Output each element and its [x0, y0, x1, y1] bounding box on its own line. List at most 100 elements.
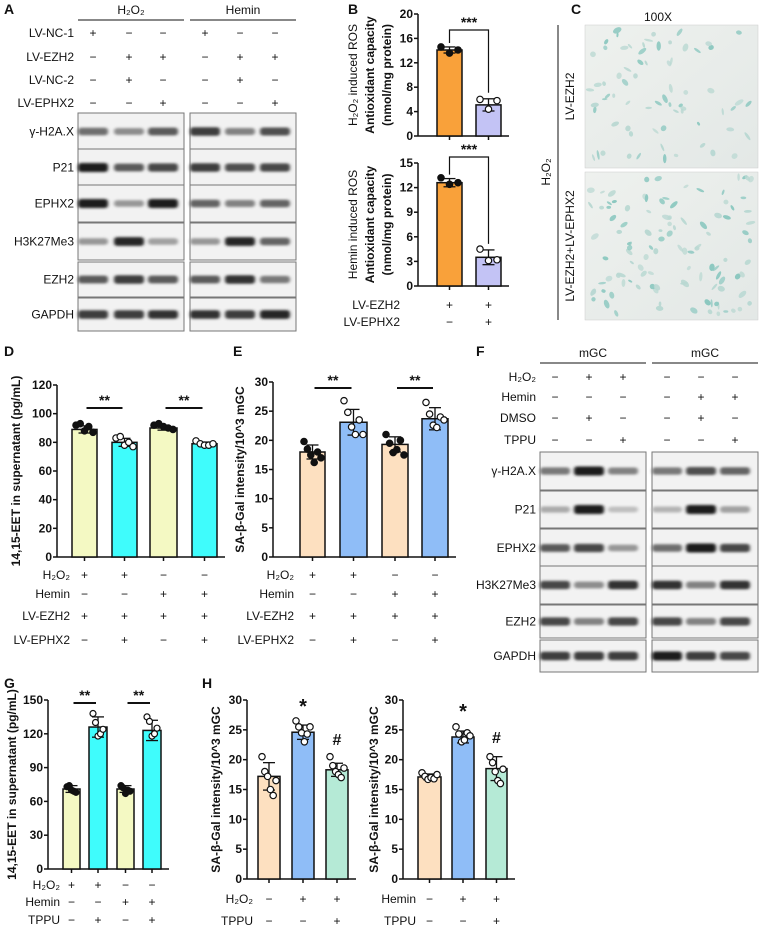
cell — [598, 281, 607, 285]
chart-b1-significance-label: *** — [461, 14, 478, 30]
chart-d-y-tick-label: 0 — [45, 550, 52, 564]
chart-h2-annotation: * — [459, 701, 467, 723]
cell — [734, 273, 741, 280]
cell — [601, 289, 606, 293]
cell — [686, 266, 691, 271]
cell — [645, 106, 652, 110]
chart-h1-bar — [325, 769, 349, 880]
panel-a-blot-label: H3K27Me3 — [14, 235, 74, 249]
cell — [710, 149, 716, 157]
cell — [687, 250, 695, 254]
panel-f-condition-sign: − — [585, 390, 592, 404]
chart-g-y-tick-label: 60 — [30, 794, 44, 808]
cell — [626, 153, 632, 159]
cell — [616, 32, 619, 38]
panel-a-band — [78, 127, 108, 136]
chart-h1-condition-sign: − — [299, 914, 306, 927]
chart-h2-bar — [485, 767, 508, 880]
cell — [668, 102, 672, 107]
chart-d-condition-sign: + — [160, 587, 167, 601]
panel-a-condition-sign: − — [271, 26, 278, 40]
chart-h1-data-point — [292, 717, 300, 725]
panel-label-g: G — [4, 675, 15, 691]
panel-a-blot-label: EPHX2 — [35, 197, 75, 211]
chart-d-condition-sign: + — [121, 568, 128, 582]
chart-b1-y-axis-label: Antioxidant capacity — [363, 16, 377, 134]
panel-f-condition-label: Hemin — [501, 390, 536, 404]
cell — [638, 47, 647, 55]
cell — [708, 45, 714, 50]
cell — [635, 284, 641, 290]
chart-g-bar — [88, 726, 108, 870]
chart-e-y-tick-label: 30 — [255, 375, 269, 389]
chart-h1-condition-sign: + — [333, 914, 340, 927]
cell — [745, 220, 756, 225]
chart-h2-data-point — [491, 767, 500, 776]
cell — [609, 291, 615, 299]
chart-d-y-tick-label: 60 — [39, 464, 53, 478]
panel-f-band — [608, 506, 638, 513]
cell — [721, 108, 724, 116]
panel-f-condition-sign: + — [619, 370, 626, 384]
chart-h1-data-point — [266, 785, 275, 794]
chart-g-data-point — [91, 718, 100, 727]
chart-h2-data-point — [433, 770, 441, 779]
panel-f-group-label: mGC — [579, 346, 607, 360]
cell — [682, 247, 688, 255]
chart-h2-data-point — [488, 758, 497, 767]
chart-h2-bar — [451, 736, 475, 880]
chart-b1-y-tick-label: 4 — [406, 105, 413, 119]
cell — [737, 173, 740, 181]
cell — [602, 98, 608, 101]
panel-a-band — [148, 310, 178, 319]
chart-e-bar — [299, 451, 326, 558]
cell — [696, 188, 705, 193]
panel-a-condition-sign: + — [159, 50, 166, 64]
cell — [599, 205, 605, 210]
chart-e-condition-label: LV-EPHX2 — [238, 633, 295, 647]
cell — [667, 215, 672, 220]
cell — [658, 229, 663, 232]
magnification-label: 100X — [644, 10, 672, 24]
chart-e-bar — [421, 418, 449, 558]
chart-g-y-tick-label: 30 — [30, 828, 44, 842]
chart-e-y-axis-label: SA-β-Gal intensity/10^3 mGC — [233, 386, 247, 553]
chart-h2-data-point — [452, 723, 460, 731]
chart-e-condition-sign: + — [391, 587, 398, 601]
chart-b1-y-axis-label: (nmol/mg protein) — [380, 24, 394, 126]
chart-h1-condition-sign: − — [265, 914, 272, 927]
chart-e-y-tick-label: 20 — [255, 433, 269, 447]
chart-e-condition-sign: − — [350, 587, 357, 601]
cell — [623, 66, 632, 72]
chart-d-condition-sign: + — [121, 633, 128, 647]
panel-f-blot-label: γ-H2A.X — [491, 464, 536, 478]
chart-g-y-tick-label: 120 — [23, 727, 43, 741]
cell — [744, 132, 751, 141]
chart-e-data-point — [306, 451, 315, 459]
chart-b1-y-tick-label: 8 — [406, 80, 413, 94]
panel-f-condition-sign: + — [697, 390, 704, 404]
cell — [616, 229, 623, 234]
cell — [660, 125, 667, 132]
chart-b2-y-tick-label: 3 — [406, 254, 413, 268]
chart-b2-y-tick-label: 0 — [406, 279, 413, 293]
cell — [603, 299, 610, 309]
chart-b2-significance-bracket — [448, 156, 490, 244]
chart-d-condition-sign: − — [81, 587, 88, 601]
cell — [651, 31, 656, 37]
chart-e-data-point — [355, 416, 364, 424]
chart-g-condition-sign: + — [68, 878, 75, 892]
cell — [736, 30, 742, 35]
cell — [654, 175, 662, 182]
chart-g-data-point — [89, 709, 97, 718]
chart-h2-condition-sign: + — [459, 892, 466, 906]
cell — [706, 231, 711, 236]
chart-d-y-tick-label: 100 — [32, 407, 52, 421]
panel-a-condition-sign: − — [125, 26, 132, 40]
panel-f-band — [540, 467, 570, 475]
chart-g-condition-sign: + — [148, 895, 155, 909]
chart-b2-y-tick-label: 12 — [400, 181, 414, 195]
panel-a-band — [190, 199, 220, 208]
panel-f-group-label: mGC — [691, 346, 719, 360]
